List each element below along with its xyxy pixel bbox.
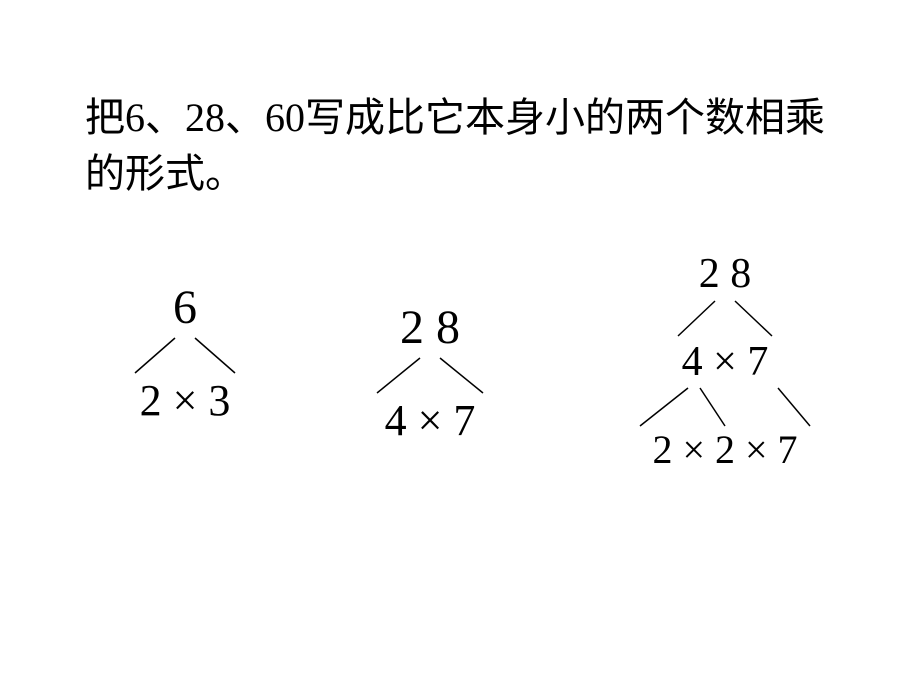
tree2-root: 2 8 — [340, 300, 520, 355]
tree1-root: 6 — [100, 280, 270, 335]
tree3-leaves: 2 × 2 × 7 — [600, 426, 850, 473]
factor-tree-28-full: 2 8 4 × 7 2 × 2 × 7 — [600, 250, 850, 473]
tree3-mid: 4 × 7 — [600, 338, 850, 386]
factor-tree-6: 6 2 × 3 — [100, 280, 270, 426]
tree3-branches-top — [600, 298, 850, 338]
tree1-leaves: 2 × 3 — [100, 375, 270, 426]
instruction-text: 把6、28、60写成比它本身小的两个数相乘的形式。 — [85, 90, 845, 202]
tree3-root: 2 8 — [600, 250, 850, 298]
tree2-branches — [340, 355, 520, 395]
tree1-branches — [100, 335, 270, 375]
tree3-branches-bottom — [600, 386, 850, 426]
tree2-leaves: 4 × 7 — [340, 395, 520, 446]
factor-tree-28: 2 8 4 × 7 — [340, 300, 520, 446]
